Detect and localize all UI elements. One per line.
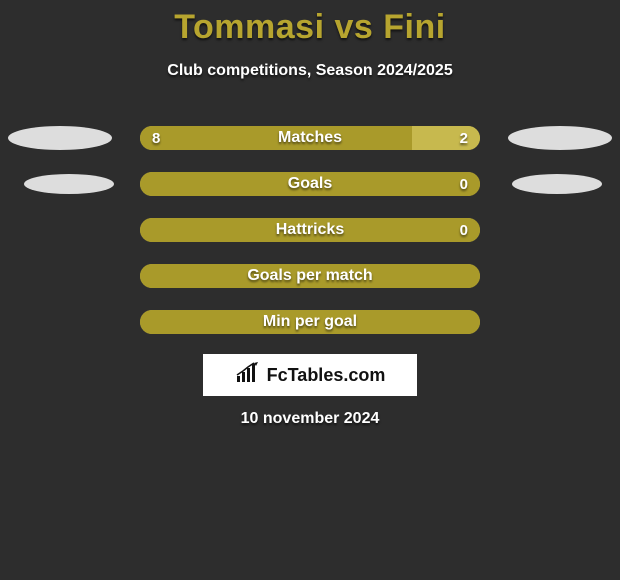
stat-bar: Goals per match [140, 264, 480, 288]
stat-row: Hattricks0 [0, 218, 620, 264]
logo-text: FcTables.com [267, 365, 386, 386]
date-text: 10 november 2024 [0, 410, 620, 428]
stat-bar-left-fill [140, 126, 412, 150]
stat-bar: Min per goal [140, 310, 480, 334]
stat-value-right: 0 [460, 218, 468, 242]
stat-row: Goals0 [0, 172, 620, 218]
stat-bar: Matches82 [140, 126, 480, 150]
player-left-ellipse [24, 174, 114, 194]
page-subtitle: Club competitions, Season 2024/2025 [0, 62, 620, 80]
stat-row: Min per goal [0, 310, 620, 356]
stat-bar-left-fill [140, 264, 480, 288]
player-right-ellipse [508, 126, 612, 150]
stat-bar-right-fill [412, 126, 480, 150]
player-right-ellipse [512, 174, 602, 194]
player-left-ellipse [8, 126, 112, 150]
stat-bar-left-fill [140, 172, 480, 196]
stat-bar: Goals0 [140, 172, 480, 196]
stat-bar: Hattricks0 [140, 218, 480, 242]
stat-value-right: 2 [460, 126, 468, 150]
stat-bar-left-fill [140, 310, 480, 334]
fctables-logo: FcTables.com [203, 354, 417, 396]
stat-row: Goals per match [0, 264, 620, 310]
stat-bar-left-fill [140, 218, 480, 242]
stat-value-right: 0 [460, 172, 468, 196]
stat-value-left: 8 [152, 126, 160, 150]
stat-row: Matches82 [0, 126, 620, 172]
page-title: Tommasi vs Fini [0, 8, 620, 47]
bar-chart-icon [235, 362, 261, 389]
